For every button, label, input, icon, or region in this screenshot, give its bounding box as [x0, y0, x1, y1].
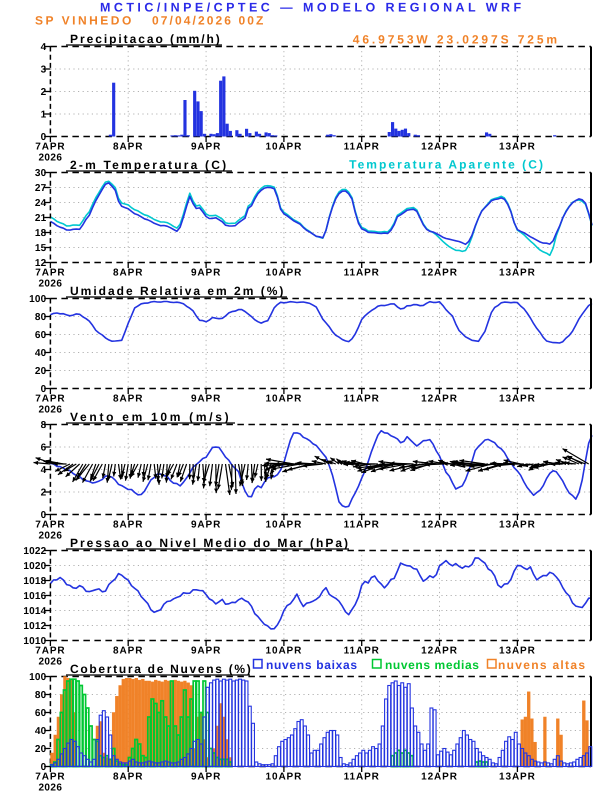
svg-text:1022: 1022: [23, 546, 46, 557]
svg-text:Precipitacao (mm/h): Precipitacao (mm/h): [70, 32, 222, 46]
svg-text:27: 27: [35, 183, 47, 194]
svg-text:2026: 2026: [38, 153, 62, 164]
svg-text:nuvens altas: nuvens altas: [498, 658, 586, 672]
svg-text:13APR: 13APR: [499, 142, 536, 153]
svg-text:Pressao ao Nivel Medio do Mar: Pressao ao Nivel Medio do Mar (hPa): [70, 536, 350, 550]
svg-text:9APR: 9APR: [191, 268, 221, 279]
svg-text:11APR: 11APR: [344, 646, 380, 657]
svg-text:2026: 2026: [38, 531, 62, 542]
svg-text:1012: 1012: [23, 621, 46, 632]
svg-text:8: 8: [41, 420, 47, 431]
svg-text:11APR: 11APR: [344, 268, 380, 279]
svg-text:11APR: 11APR: [344, 142, 380, 153]
svg-text:12APR: 12APR: [421, 646, 458, 657]
svg-text:15: 15: [35, 243, 47, 254]
svg-text:7APR: 7APR: [35, 268, 65, 279]
svg-text:MCTIC/INPE/CPTEC — MODELO REGI: MCTIC/INPE/CPTEC — MODELO REGIONAL WRF: [100, 1, 525, 15]
svg-text:24: 24: [35, 198, 47, 209]
svg-text:60: 60: [35, 708, 47, 719]
svg-text:10APR: 10APR: [266, 268, 303, 279]
svg-text:12APR: 12APR: [421, 772, 458, 783]
svg-text:4: 4: [41, 465, 47, 476]
svg-text:1016: 1016: [23, 591, 46, 602]
svg-text:12APR: 12APR: [421, 520, 458, 531]
svg-text:10APR: 10APR: [266, 772, 303, 783]
svg-text:7APR: 7APR: [35, 394, 65, 405]
svg-text:07/04/2026 00Z: 07/04/2026 00Z: [152, 14, 265, 28]
svg-text:100: 100: [29, 294, 47, 305]
svg-text:SP VINHEDO: SP VINHEDO: [35, 14, 134, 28]
svg-text:30: 30: [35, 168, 47, 179]
svg-text:8APR: 8APR: [113, 142, 143, 153]
svg-text:2026: 2026: [38, 279, 62, 290]
svg-text:10APR: 10APR: [266, 394, 303, 405]
svg-text:13APR: 13APR: [499, 646, 536, 657]
svg-text:40: 40: [35, 348, 47, 359]
svg-text:Umidade Relativa em 2m (%): Umidade Relativa em 2m (%): [70, 284, 285, 298]
svg-text:13APR: 13APR: [499, 772, 536, 783]
svg-text:4: 4: [41, 42, 47, 53]
svg-text:21: 21: [35, 213, 47, 224]
svg-text:12APR: 12APR: [421, 268, 458, 279]
svg-text:60: 60: [35, 330, 47, 341]
svg-text:Vento em 10m (m/s): Vento em 10m (m/s): [70, 410, 231, 424]
svg-text:nuvens medias: nuvens medias: [385, 658, 480, 672]
svg-text:Temperatura Aparente (C): Temperatura Aparente (C): [349, 158, 545, 172]
svg-text:8APR: 8APR: [113, 520, 143, 531]
svg-text:8APR: 8APR: [113, 268, 143, 279]
svg-text:20: 20: [35, 366, 47, 377]
svg-text:2: 2: [41, 87, 47, 98]
svg-text:12APR: 12APR: [421, 394, 458, 405]
svg-text:1018: 1018: [23, 576, 46, 587]
svg-text:6: 6: [41, 443, 47, 454]
svg-text:13APR: 13APR: [499, 520, 536, 531]
svg-text:8APR: 8APR: [113, 772, 143, 783]
svg-text:13APR: 13APR: [499, 394, 536, 405]
svg-text:12APR: 12APR: [421, 142, 458, 153]
svg-text:10APR: 10APR: [266, 520, 303, 531]
svg-text:7APR: 7APR: [35, 520, 65, 531]
svg-text:18: 18: [35, 228, 47, 239]
svg-text:8APR: 8APR: [113, 646, 143, 657]
svg-text:2: 2: [41, 488, 47, 499]
svg-text:80: 80: [35, 690, 47, 701]
svg-text:2026: 2026: [38, 405, 62, 416]
svg-text:9APR: 9APR: [191, 646, 221, 657]
svg-text:80: 80: [35, 312, 47, 323]
svg-text:100: 100: [29, 672, 47, 683]
svg-text:2026: 2026: [38, 783, 62, 793]
svg-text:11APR: 11APR: [344, 772, 380, 783]
svg-text:9APR: 9APR: [191, 394, 221, 405]
svg-text:8APR: 8APR: [113, 394, 143, 405]
svg-text:10APR: 10APR: [266, 646, 303, 657]
svg-text:13APR: 13APR: [499, 268, 536, 279]
svg-text:7APR: 7APR: [35, 142, 65, 153]
svg-text:1020: 1020: [23, 561, 46, 572]
svg-text:40: 40: [35, 726, 47, 737]
svg-text:7APR: 7APR: [35, 772, 65, 783]
svg-text:2-m Temperatura (C): 2-m Temperatura (C): [70, 158, 228, 172]
svg-text:9APR: 9APR: [191, 772, 221, 783]
svg-text:3: 3: [41, 65, 47, 76]
svg-text:11APR: 11APR: [344, 394, 380, 405]
svg-text:20: 20: [35, 744, 47, 755]
svg-text:11APR: 11APR: [344, 520, 380, 531]
svg-text:46.9753W 23.0297S 725m: 46.9753W 23.0297S 725m: [353, 33, 560, 47]
svg-text:1014: 1014: [23, 606, 46, 617]
svg-text:9APR: 9APR: [191, 520, 221, 531]
svg-text:9APR: 9APR: [191, 142, 221, 153]
svg-text:10APR: 10APR: [266, 142, 303, 153]
svg-text:2026: 2026: [38, 657, 62, 668]
svg-text:7APR: 7APR: [35, 646, 65, 657]
svg-text:Cobertura de Nuvens (%): Cobertura de Nuvens (%): [70, 662, 252, 676]
svg-text:nuvens baixas: nuvens baixas: [266, 658, 358, 672]
svg-text:1: 1: [41, 110, 47, 121]
